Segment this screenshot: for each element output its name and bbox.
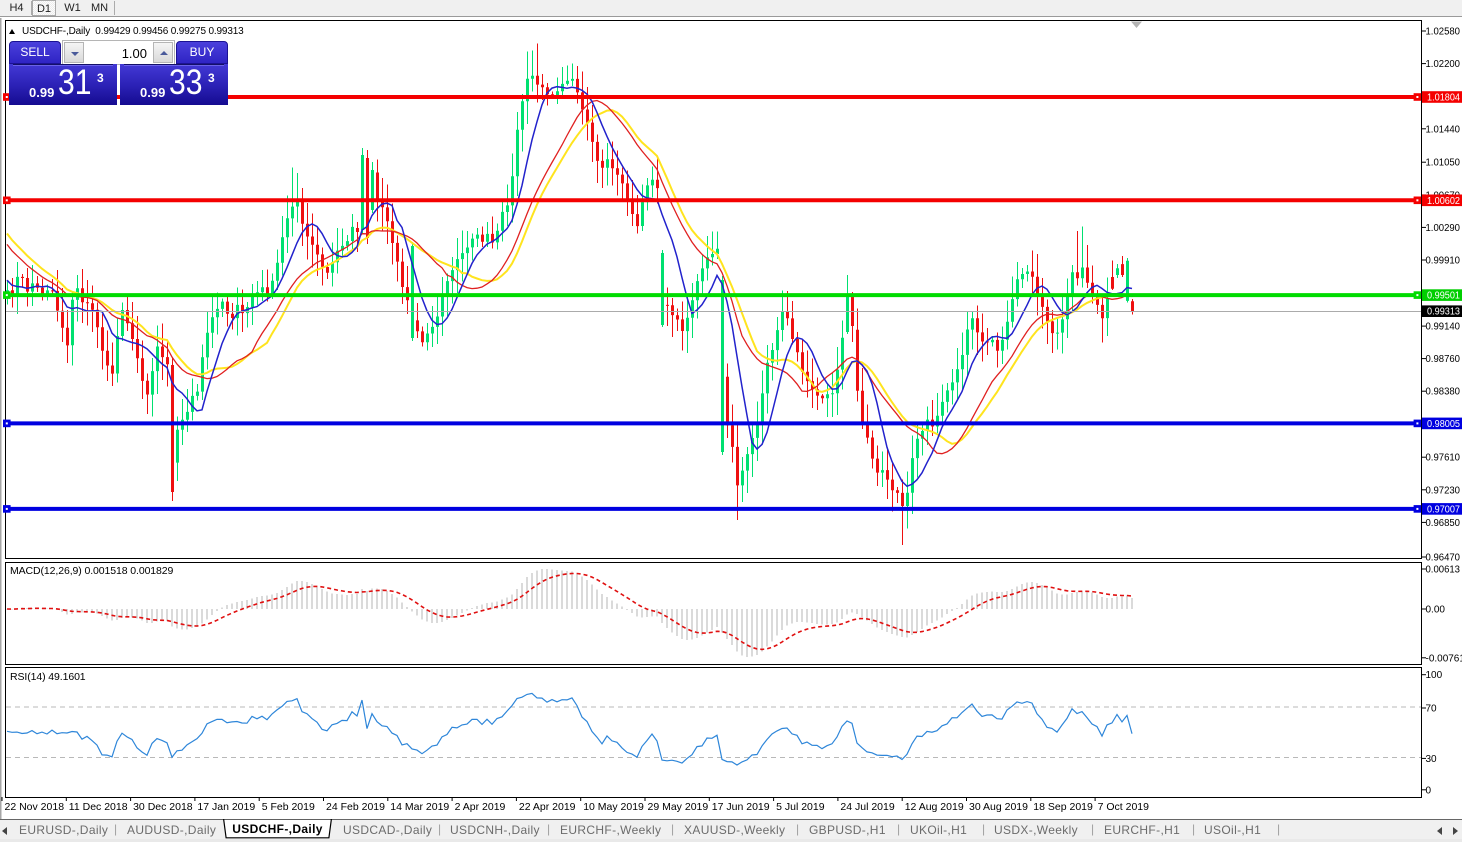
svg-text:1.01440: 1.01440 (1426, 124, 1461, 135)
svg-text:1.01050: 1.01050 (1426, 158, 1461, 169)
svg-text:0.96850: 0.96850 (1426, 518, 1461, 529)
svg-text:17 Jan 2019: 17 Jan 2019 (197, 801, 255, 813)
svg-text:0: 0 (1426, 785, 1432, 796)
svg-text:22 Apr 2019: 22 Apr 2019 (519, 801, 576, 813)
svg-text:11 Dec 2018: 11 Dec 2018 (69, 801, 128, 813)
svg-text:0.99140: 0.99140 (1426, 322, 1461, 333)
svg-text:0.99910: 0.99910 (1426, 256, 1461, 267)
svg-text:1.00290: 1.00290 (1426, 223, 1461, 234)
svg-text:30 Dec 2018: 30 Dec 2018 (133, 801, 193, 813)
svg-text:0.98005: 0.98005 (1427, 419, 1460, 430)
svg-text:-0.00761: -0.00761 (1426, 653, 1462, 664)
svg-text:14 Mar 2019: 14 Mar 2019 (390, 801, 449, 813)
svg-text:12 Aug 2019: 12 Aug 2019 (905, 801, 964, 813)
svg-text:0.99501: 0.99501 (1427, 291, 1460, 302)
svg-text:5 Jul 2019: 5 Jul 2019 (776, 801, 825, 813)
svg-text:0.97230: 0.97230 (1426, 485, 1461, 496)
svg-text:10 May 2019: 10 May 2019 (583, 801, 644, 813)
svg-text:7 Oct 2019: 7 Oct 2019 (1098, 801, 1150, 813)
svg-text:1.02200: 1.02200 (1426, 59, 1461, 70)
svg-text:30 Aug 2019: 30 Aug 2019 (969, 801, 1028, 813)
svg-text:1.01804: 1.01804 (1427, 93, 1460, 104)
svg-text:0.96470: 0.96470 (1426, 553, 1461, 564)
svg-text:24 Jul 2019: 24 Jul 2019 (840, 801, 894, 813)
svg-text:0.00: 0.00 (1426, 605, 1446, 616)
svg-text:0.99313: 0.99313 (1427, 307, 1460, 318)
svg-text:22 Nov 2018: 22 Nov 2018 (5, 801, 65, 813)
svg-text:2 Apr 2019: 2 Apr 2019 (455, 801, 506, 813)
svg-text:24 Feb 2019: 24 Feb 2019 (326, 801, 385, 813)
svg-text:5 Feb 2019: 5 Feb 2019 (262, 801, 315, 813)
svg-text:0.98760: 0.98760 (1426, 354, 1461, 365)
svg-text:70: 70 (1426, 704, 1438, 715)
svg-text:0.00613: 0.00613 (1426, 565, 1461, 576)
svg-text:17 Jun 2019: 17 Jun 2019 (712, 801, 770, 813)
svg-text:100: 100 (1426, 670, 1443, 681)
svg-text:29 May 2019: 29 May 2019 (648, 801, 709, 813)
svg-text:0.98380: 0.98380 (1426, 387, 1461, 398)
svg-text:1.00602: 1.00602 (1427, 196, 1460, 207)
svg-text:18 Sep 2019: 18 Sep 2019 (1033, 801, 1093, 813)
svg-text:1.02580: 1.02580 (1426, 27, 1461, 38)
svg-text:30: 30 (1426, 754, 1438, 765)
svg-text:0.97610: 0.97610 (1426, 453, 1461, 464)
svg-text:0.97007: 0.97007 (1427, 504, 1460, 515)
